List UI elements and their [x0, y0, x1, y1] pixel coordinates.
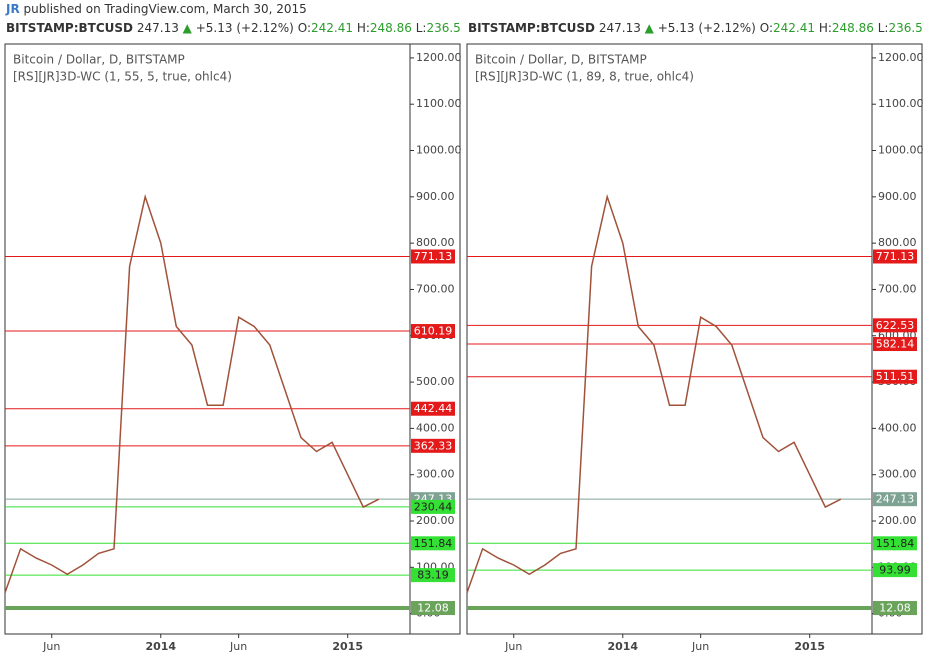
- chart-title: Bitcoin / Dollar, D, BITSTAMP: [475, 53, 647, 67]
- low-label: L:: [877, 21, 889, 35]
- open-label: O:: [297, 21, 311, 35]
- y-tick-label: 1200.00: [416, 51, 462, 64]
- level-label: 247.13: [876, 493, 915, 506]
- level-tag: [411, 536, 455, 551]
- open-label: O:: [759, 21, 773, 35]
- level-label: 93.99: [879, 564, 911, 577]
- change: +5.13 (+2.12%): [657, 21, 756, 35]
- level-tag: [411, 438, 455, 453]
- last: 247.13: [136, 21, 179, 35]
- x-tick-label: 2015: [794, 640, 825, 653]
- y-tick-label: 1100.00: [878, 97, 924, 110]
- level-tag: [873, 601, 917, 616]
- level-label: 83.19: [417, 569, 449, 582]
- x-tick-label: Jun: [504, 640, 522, 653]
- level-tag: [873, 337, 917, 352]
- high-label: H:: [356, 21, 370, 35]
- symbol-line: BITSTAMP:BTCUSD 247.13 ▲ +5.13 (+2.12%) …: [468, 21, 923, 35]
- x-tick-label: Jun: [691, 640, 709, 653]
- x-tick-label: Jun: [229, 640, 247, 653]
- high: 248.86: [831, 21, 874, 35]
- y-tick-label: 400.00: [416, 421, 455, 434]
- y-tick-label: 700.00: [878, 282, 917, 295]
- level-label: 771.13: [414, 250, 453, 263]
- open: 242.41: [310, 21, 353, 35]
- level-label: 12.08: [417, 602, 449, 615]
- indicator-label: [RS][JR]3D-WC (1, 55, 5, true, ohlc4): [13, 70, 232, 84]
- panel: [466, 43, 923, 635]
- price-line: [4, 194, 380, 594]
- level-label: 622.53: [876, 319, 915, 332]
- low: 236.52: [888, 21, 923, 35]
- level-tag: [873, 563, 917, 578]
- y-tick-label: 1000.00: [416, 144, 462, 157]
- level-tag: [411, 324, 455, 339]
- level-tag: [873, 536, 917, 551]
- panel: [4, 43, 461, 635]
- symbol-line: BITSTAMP:BTCUSD 247.13 ▲ +5.13 (+2.12%) …: [6, 21, 461, 35]
- indicator-label: [RS][JR]3D-WC (1, 89, 8, true, ohlc4): [475, 70, 694, 84]
- y-tick-label: 900.00: [878, 190, 917, 203]
- level-label: 151.84: [414, 537, 453, 550]
- low: 236.52: [426, 21, 461, 35]
- y-tick-label: 1000.00: [878, 144, 924, 157]
- y-tick-label: 500.00: [416, 375, 455, 388]
- level-tag: [411, 401, 455, 416]
- symbol: BITSTAMP:BTCUSD: [468, 21, 596, 35]
- published: published on TradingView.com, March 30, …: [23, 2, 307, 16]
- level-label: 12.08: [879, 602, 911, 615]
- last: 247.13: [598, 21, 641, 35]
- x-tick-label: Jun: [42, 640, 60, 653]
- level-label: 362.33: [414, 439, 453, 452]
- change: +5.13 (+2.12%): [195, 21, 294, 35]
- high: 248.86: [369, 21, 412, 35]
- level-label: 771.13: [876, 250, 915, 263]
- y-tick-label: 1100.00: [416, 97, 462, 110]
- author: JR: [6, 2, 20, 16]
- level-tag: [411, 568, 455, 583]
- high-label: H:: [818, 21, 832, 35]
- level-tag: [873, 492, 917, 507]
- y-tick-label: 300.00: [878, 468, 917, 481]
- y-tick-label: 1200.00: [878, 51, 924, 64]
- x-tick-label: 2014: [145, 640, 176, 653]
- chart-title: Bitcoin / Dollar, D, BITSTAMP: [13, 53, 185, 67]
- y-tick-label: 300.00: [416, 468, 455, 481]
- level-tag: [873, 369, 917, 384]
- open: 242.41: [772, 21, 815, 35]
- level-label: 442.44: [414, 402, 453, 415]
- low-label: L:: [415, 21, 427, 35]
- y-tick-label: 200.00: [416, 514, 455, 527]
- y-tick-label: 800.00: [878, 236, 917, 249]
- level-tag: [411, 499, 455, 514]
- symbol: BITSTAMP:BTCUSD: [6, 21, 134, 35]
- level-label: 151.84: [876, 537, 915, 550]
- level-label: 511.51: [876, 370, 915, 383]
- level-tag: [873, 318, 917, 333]
- level-tag: [411, 249, 455, 264]
- header: JR published on TradingView.com, March 3…: [6, 2, 307, 16]
- y-tick-label: 900.00: [416, 190, 455, 203]
- y-tick-label: 800.00: [416, 236, 455, 249]
- up-arrow: ▲: [182, 21, 192, 35]
- y-tick-label: 200.00: [878, 514, 917, 527]
- level-tag: [411, 601, 455, 616]
- price-line: [466, 194, 842, 594]
- y-tick-label: 400.00: [878, 421, 917, 434]
- x-tick-label: 2014: [607, 640, 638, 653]
- x-tick-label: 2015: [332, 640, 363, 653]
- level-label: 610.19: [414, 325, 453, 338]
- level-label: 582.14: [876, 338, 915, 351]
- level-tag: [873, 249, 917, 264]
- up-arrow: ▲: [644, 21, 654, 35]
- y-tick-label: 700.00: [416, 282, 455, 295]
- level-label: 230.44: [414, 500, 453, 513]
